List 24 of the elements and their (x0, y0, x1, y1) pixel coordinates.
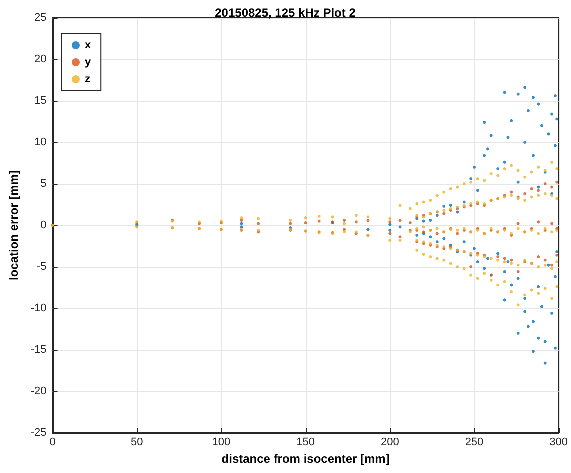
x-tick-label: 300 (550, 436, 568, 448)
y-tick-label: 10 (34, 136, 47, 148)
y-tick-label: 25 (34, 12, 47, 24)
y-tick-label: -10 (30, 302, 47, 314)
y-tick-label: 5 (40, 178, 47, 190)
y-tick-label: -5 (37, 261, 47, 273)
x-tick-label: 100 (212, 436, 231, 448)
x-tick-label: 0 (50, 436, 56, 448)
legend-label: x (85, 40, 92, 52)
x-tick-label: 250 (465, 436, 484, 448)
x-tick-label: 50 (131, 436, 144, 448)
x-tick-label: 200 (380, 436, 400, 448)
x-axis-title: distance from isocenter [mm] (222, 452, 390, 466)
y-tick-label: 15 (34, 95, 47, 107)
y-tick-label: 20 (34, 54, 47, 66)
y-tick-label: -25 (30, 427, 47, 439)
y-tick-label: 0 (40, 220, 47, 232)
chart-title: 20150825, 125 kHz Plot 2 (215, 6, 356, 20)
legend-label: y (85, 56, 92, 68)
y-tick-label: -15 (30, 344, 47, 356)
y-axis-title: location error [mm] (7, 170, 21, 281)
y-tick-label: -20 (30, 386, 47, 398)
x-tick-label: 150 (296, 436, 315, 448)
legend-label: z (85, 74, 91, 86)
